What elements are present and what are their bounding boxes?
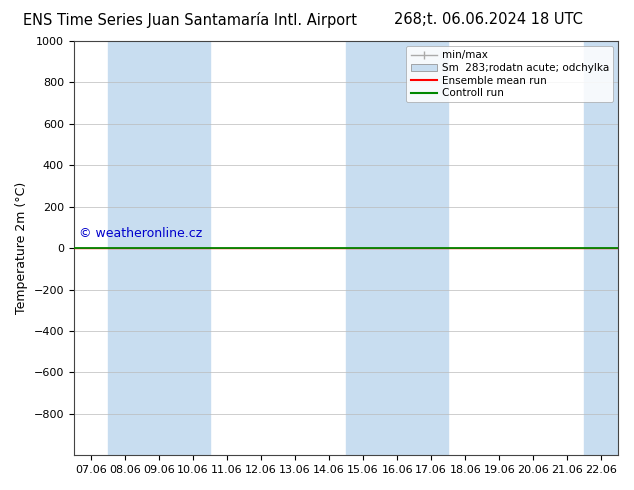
Bar <box>414 41 448 455</box>
Bar <box>176 41 210 455</box>
Legend: min/max, Sm  283;rodatn acute; odchylka, Ensemble mean run, Controll run: min/max, Sm 283;rodatn acute; odchylka, … <box>406 46 613 102</box>
Y-axis label: Temperature 2m (°C): Temperature 2m (°C) <box>15 182 28 314</box>
Text: 268;t. 06.06.2024 18 UTC: 268;t. 06.06.2024 18 UTC <box>394 12 583 27</box>
Bar <box>346 41 380 455</box>
Text: ENS Time Series Juan Santamaría Intl. Airport: ENS Time Series Juan Santamaría Intl. Ai… <box>23 12 357 28</box>
Bar <box>585 41 618 455</box>
Bar <box>142 41 176 455</box>
Text: © weatheronline.cz: © weatheronline.cz <box>79 227 202 240</box>
Bar <box>380 41 414 455</box>
Bar <box>108 41 142 455</box>
